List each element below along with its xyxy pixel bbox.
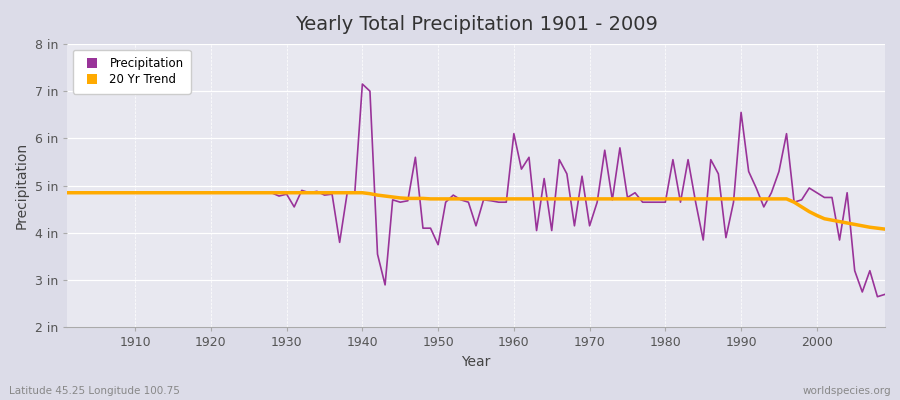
Text: worldspecies.org: worldspecies.org xyxy=(803,386,891,396)
Text: Latitude 45.25 Longitude 100.75: Latitude 45.25 Longitude 100.75 xyxy=(9,386,180,396)
Y-axis label: Precipitation: Precipitation xyxy=(15,142,29,229)
Title: Yearly Total Precipitation 1901 - 2009: Yearly Total Precipitation 1901 - 2009 xyxy=(294,15,657,34)
Legend: Precipitation, 20 Yr Trend: Precipitation, 20 Yr Trend xyxy=(73,50,191,94)
X-axis label: Year: Year xyxy=(462,355,490,369)
